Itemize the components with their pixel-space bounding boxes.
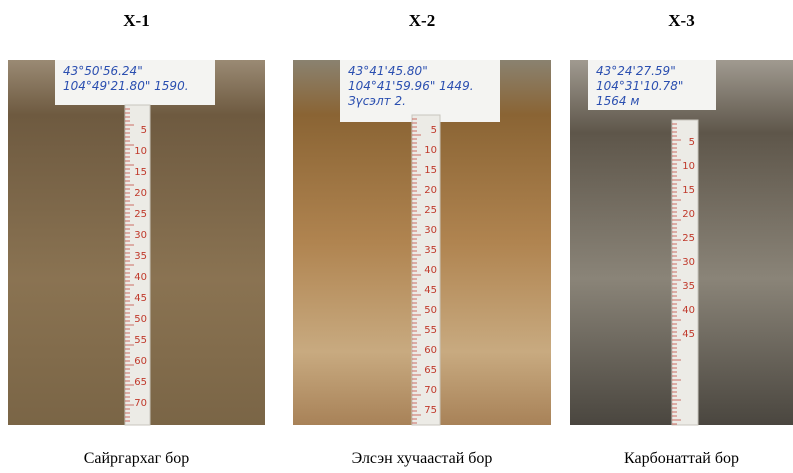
sign-text: 43°41'45.80": [348, 64, 428, 78]
tape-number: 30: [682, 257, 695, 268]
tape-number: 10: [682, 161, 695, 172]
tape-number: 10: [134, 146, 147, 157]
tape-number: 45: [682, 329, 695, 340]
tape-number: 20: [682, 209, 695, 220]
tape-number: 55: [424, 325, 437, 336]
tape-number: 40: [682, 305, 695, 316]
tape-number: 50: [134, 314, 147, 325]
tape-number: 25: [424, 205, 437, 216]
panel-title: X-3: [668, 11, 694, 30]
tape-number: 60: [424, 345, 437, 356]
panel-caption: Сайргархаг бор: [84, 450, 190, 467]
tape-number: 60: [134, 356, 147, 367]
tape-number: 55: [134, 335, 147, 346]
tape-number: 35: [424, 245, 437, 256]
tape-number: 5: [689, 137, 695, 148]
sign-text: 43°24'27.59": [596, 64, 676, 78]
tape-number: 35: [134, 251, 147, 262]
panel-title: X-2: [409, 11, 435, 30]
tape-number: 5: [141, 125, 147, 136]
tape-number: 45: [424, 285, 437, 296]
panel-title: X-1: [123, 11, 149, 30]
tape-number: 40: [134, 272, 147, 283]
panel-caption: Элсэн хучаастай бор: [352, 450, 493, 467]
sign-text: 1564 м: [596, 94, 639, 108]
panel-caption: Карбонаттай бор: [624, 450, 739, 467]
tape-number: 15: [682, 185, 695, 196]
tape-number: 40: [424, 265, 437, 276]
tape-number: 30: [424, 225, 437, 236]
tape-number: 30: [134, 230, 147, 241]
tape-number: 35: [682, 281, 695, 292]
tape-number: 50: [424, 305, 437, 316]
tape-number: 15: [134, 167, 147, 178]
tape-number: 75: [424, 405, 437, 416]
tape-number: 20: [134, 188, 147, 199]
tape-number: 20: [424, 185, 437, 196]
sign-text: 104°49'21.80" 1590.: [63, 79, 189, 93]
figure: X-1 43°50'56.24"104°49'21.80" 1590. 5 10 15 2…: [0, 0, 793, 473]
tape-number: 5: [431, 125, 437, 136]
tape-number: 45: [134, 293, 147, 304]
sign-text: 104°31'10.78": [596, 79, 683, 93]
sign-text: 43°50'56.24": [63, 64, 143, 78]
sign-text: 104°41'59.96" 1449.: [348, 79, 474, 93]
tape-number: 10: [424, 145, 437, 156]
tape-number: 70: [134, 398, 147, 409]
tape-number: 65: [134, 377, 147, 388]
tape-number: 15: [424, 165, 437, 176]
tape-number: 25: [134, 209, 147, 220]
tape-number: 25: [682, 233, 695, 244]
tape-number: 65: [424, 365, 437, 376]
sign-text: Зүсэлт 2.: [348, 94, 406, 108]
tape-number: 70: [424, 385, 437, 396]
